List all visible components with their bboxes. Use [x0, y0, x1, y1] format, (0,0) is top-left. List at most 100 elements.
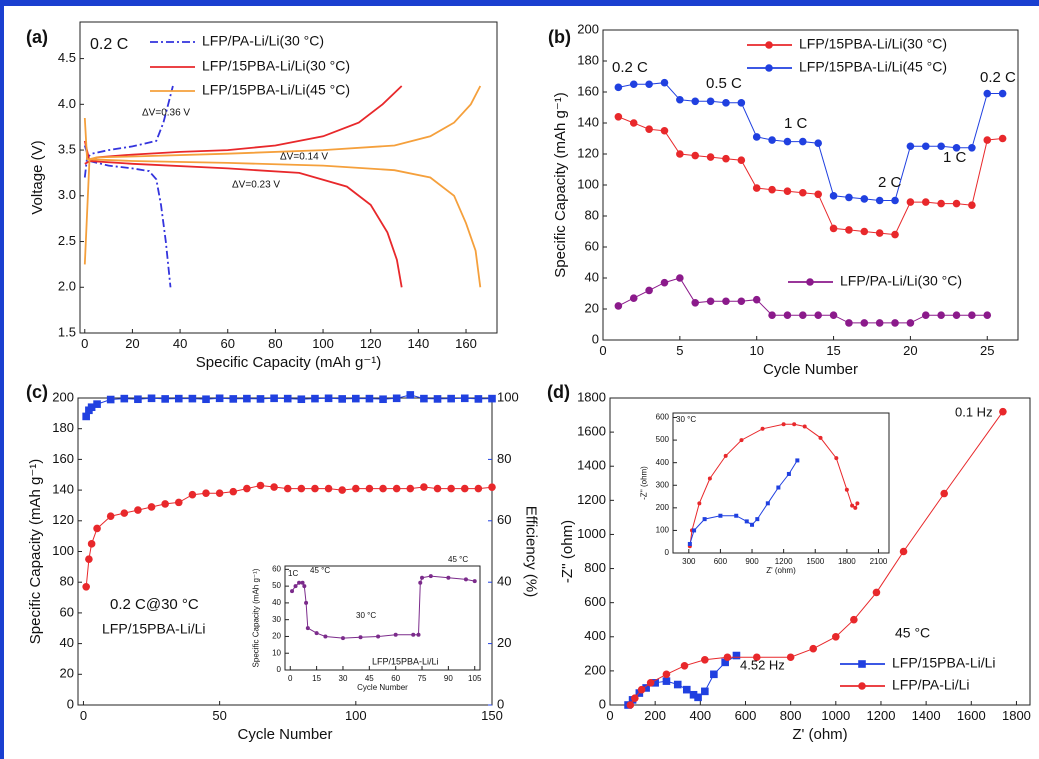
x-tick-label: 140	[408, 336, 430, 351]
annotation: ΔV=0.36 V	[142, 108, 190, 119]
marker	[663, 671, 671, 679]
marker	[630, 119, 638, 127]
marker	[907, 142, 915, 150]
marker	[999, 135, 1007, 143]
x-tick-label: 0	[80, 708, 87, 723]
marker	[341, 636, 345, 640]
y-tick-label: 120	[52, 512, 74, 527]
y-tick-label: 600	[656, 413, 670, 422]
marker	[968, 201, 976, 209]
y-tick-label: 4.0	[58, 96, 76, 111]
marker	[393, 395, 401, 403]
marker	[393, 485, 401, 493]
marker	[647, 679, 655, 687]
annotation: 0.2 C@30 °C	[110, 596, 199, 613]
y-tick-label: 200	[584, 662, 606, 677]
marker	[710, 671, 718, 679]
marker	[891, 231, 899, 239]
marker	[776, 486, 780, 490]
y-tick-label: 20	[585, 300, 599, 315]
legend-label: LFP/15PBA-Li/Li(30 °C)	[799, 36, 947, 52]
marker	[189, 395, 197, 403]
legend-marker	[806, 278, 814, 286]
marker	[434, 485, 442, 493]
marker	[359, 635, 363, 639]
marker	[891, 197, 899, 205]
marker	[645, 80, 653, 88]
marker	[148, 503, 156, 511]
marker	[434, 395, 442, 403]
marker	[134, 395, 142, 403]
annotation: 0.5 C	[706, 75, 742, 92]
marker	[922, 198, 930, 206]
annotation: 0.2 C	[980, 69, 1016, 86]
x-tick-label: 10	[749, 343, 763, 358]
x-tick-label: 25	[980, 343, 994, 358]
annotation: 45 °C	[895, 625, 930, 641]
annotation: 45 °C	[448, 555, 468, 564]
x-tick-label: 60	[391, 674, 400, 683]
marker	[325, 395, 333, 403]
marker	[697, 501, 701, 505]
marker	[876, 197, 884, 205]
marker	[93, 400, 101, 408]
y-tick-label: 180	[52, 420, 74, 435]
x-tick-label: 300	[682, 557, 696, 566]
y-tick-label: 0	[599, 696, 606, 711]
marker	[189, 491, 197, 499]
x-tick-label: 1400	[912, 708, 941, 723]
marker	[627, 701, 635, 709]
y-tick-label: 1000	[577, 526, 606, 541]
marker	[683, 686, 691, 694]
x-axis-label: Specific Capacity (mAh g⁻¹)	[196, 354, 381, 371]
y-tick-label: 1800	[577, 389, 606, 404]
x-tick-label: 100	[312, 336, 334, 351]
x-tick-label: 0	[288, 674, 293, 683]
x-tick-label: 80	[268, 336, 282, 351]
marker	[121, 509, 129, 517]
marker	[645, 287, 653, 295]
marker	[768, 311, 776, 319]
legend-label: LFP/PA-Li/Li(30 °C)	[202, 33, 324, 49]
x-tick-label: 45	[365, 674, 374, 683]
marker	[691, 152, 699, 160]
marker	[795, 458, 799, 462]
marker	[420, 576, 424, 580]
x-tick-label: 90	[444, 674, 453, 683]
marker	[787, 653, 795, 661]
marker	[243, 485, 251, 493]
marker	[376, 634, 380, 638]
marker	[82, 583, 90, 591]
marker	[85, 555, 93, 563]
marker	[819, 436, 823, 440]
y-tick-label: 20	[272, 632, 281, 641]
x-tick-label: 15	[826, 343, 840, 358]
marker	[270, 395, 278, 403]
marker	[379, 485, 387, 493]
y-axis-label: Specific Capacity (mAh g⁻¹)	[552, 92, 569, 277]
x-tick-label: 20	[903, 343, 917, 358]
marker	[768, 186, 776, 194]
x-tick-label: 2100	[870, 557, 888, 566]
y-tick-label: 180	[577, 52, 599, 67]
y-tick-label: 1.5	[58, 324, 76, 339]
marker	[315, 631, 319, 635]
marker	[379, 395, 387, 403]
legend-label: LFP/15PBA-Li/Li	[892, 655, 996, 671]
y-tick-label: 1600	[577, 424, 606, 439]
marker	[121, 395, 129, 403]
marker	[708, 476, 712, 480]
marker	[753, 296, 761, 304]
marker	[745, 519, 749, 523]
marker	[907, 319, 915, 327]
x-tick-label: 40	[173, 336, 187, 351]
marker	[257, 482, 265, 490]
marker	[782, 422, 786, 426]
marker	[681, 662, 689, 670]
annotation: 1C	[288, 569, 298, 578]
marker	[475, 395, 483, 403]
annotation: ΔV=0.14 V	[280, 152, 328, 163]
y-axis-label: Specific Capacity (mAh g⁻¹)	[27, 459, 44, 644]
marker	[615, 84, 623, 92]
marker	[768, 136, 776, 144]
